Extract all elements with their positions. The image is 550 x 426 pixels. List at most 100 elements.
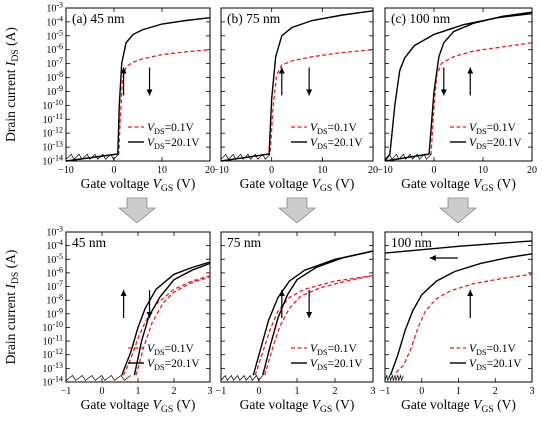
y-tick-label-exp: -11: [53, 112, 63, 121]
legend-label-solid-part3: =20.1V: [487, 358, 523, 370]
x-tick-label: 0: [112, 165, 117, 176]
x-tick-label: 0: [432, 165, 437, 176]
legend-label-solid: VDS=20.1V: [147, 358, 200, 372]
legend-label-solid: VDS=20.1V: [469, 137, 522, 151]
noise-floor: [384, 153, 432, 160]
x-tick-label: 0: [100, 386, 105, 397]
y-tick-label: 10-8: [46, 293, 63, 307]
y-tick-label: 10-14: [42, 375, 63, 389]
x-tick-label: −1: [61, 386, 72, 397]
y-tick-label-base: 10: [46, 228, 56, 239]
hysteresis-arrowhead-up: [467, 290, 474, 296]
y-tick-label-base: 10: [43, 337, 53, 348]
transition-arrow-3: [438, 197, 478, 224]
noise-floor: [384, 374, 404, 382]
y-tick-label: 10-13: [42, 140, 63, 154]
y-tick-label: 10-5: [46, 28, 63, 42]
legend-label-solid-part3: =20.1V: [328, 358, 364, 370]
y-tick-label-exp: -9: [56, 306, 63, 315]
transition-arrow-1: [117, 197, 157, 224]
x-tick-label: 3: [530, 386, 535, 397]
x-tick-label: 2: [493, 386, 498, 397]
y-tick-label-base: 10: [42, 157, 52, 168]
x-axis-label: Gate voltage VGS (V): [401, 176, 516, 194]
y-tick-label-exp: -3: [56, 1, 63, 10]
x-axis-label-part0: Gate voltage: [81, 397, 153, 412]
hysteresis-arrowhead-left: [429, 255, 436, 261]
x-axis-label: Gate voltage VGS (V): [81, 397, 196, 415]
x-axis-label-part2: GS: [481, 183, 493, 194]
y-tick-label: 10-12: [42, 347, 63, 361]
y-tick-label: 10-9: [46, 84, 63, 98]
series-line-vds-20.1-1: [389, 253, 533, 376]
x-axis-label-part3: (V): [332, 176, 354, 191]
x-tick-label: 3: [208, 386, 213, 397]
y-tick-label-exp: -7: [56, 56, 63, 65]
series-line-vds-0.1-0: [65, 49, 211, 162]
legend-label-dashed-part1: V: [310, 122, 319, 134]
y-tick-label: 10-4: [46, 238, 63, 252]
y-axis-label-top: Drain current IDS (A): [3, 27, 21, 142]
y-tick-label-exp: -3: [56, 225, 63, 234]
y-tick-label: 10-10: [42, 320, 63, 334]
y-tick-label-exp: -6: [56, 265, 63, 274]
plot-frame: [220, 7, 374, 162]
y-tick-label-exp: -10: [52, 98, 63, 107]
hysteresis-arrowhead-up: [120, 290, 127, 296]
y-tick-label-base: 10: [42, 129, 52, 140]
series-line-vds-20.1-2: [384, 12, 533, 162]
legend-label-solid: VDS=20.1V: [147, 137, 200, 151]
panel-label: (b) 75 nm: [227, 11, 281, 26]
x-axis-label-part2: GS: [320, 183, 332, 194]
y-tick-label-base: 10: [46, 241, 56, 252]
panel-3: −10 0 10 20(c) 100 nmVDS=0.1VVDS=20.1VGate …: [377, 7, 537, 194]
x-tick-label: 20: [205, 165, 215, 176]
y-tick-label-exp: -14: [52, 154, 63, 163]
y-tick-label-exp: -8: [56, 70, 63, 79]
legend-label-dashed: VDS=0.1V: [310, 122, 357, 136]
x-tick-label: 0: [269, 165, 274, 176]
panel-label: (c) 100 nm: [391, 11, 451, 26]
y-tick-label: 10-11: [43, 112, 63, 126]
x-axis-label-part1: V: [153, 397, 163, 412]
legend-label-solid-part3: =20.1V: [165, 358, 201, 370]
y-tick-label-base: 10: [46, 87, 56, 98]
y-tick-label-exp: -13: [52, 361, 63, 370]
legend-label-solid-part2: DS: [476, 142, 487, 151]
legend-label-solid-part1: V: [469, 137, 478, 149]
x-axis-label-part1: V: [312, 176, 322, 191]
legend-label-solid-part2: DS: [154, 363, 165, 372]
y-tick-label: 10-6: [46, 42, 63, 56]
legend-label-dashed-part3: =0.1V: [328, 343, 358, 355]
y-tick-label-base: 10: [43, 115, 53, 126]
x-tick-label: 10: [157, 165, 167, 176]
series-line-vds-0.1-2: [264, 274, 374, 376]
y-axis-label-bottom: Drain current IDS (A): [3, 250, 21, 365]
y-tick-label-exp: -9: [56, 84, 63, 93]
legend-label-solid-part1: V: [469, 358, 478, 370]
legend-label-solid-part1: V: [147, 137, 156, 149]
legend-label-dashed: VDS=0.1V: [310, 343, 357, 357]
y-tick-label-base: 10: [42, 143, 52, 154]
x-tick-label: 0: [257, 386, 262, 397]
x-axis-label-part2: GS: [161, 183, 173, 194]
y-tick-label-base: 10: [46, 309, 56, 320]
y-tick-label-exp: -14: [52, 375, 63, 384]
y-tick-label-exp: -12: [52, 126, 63, 135]
x-tick-label: 10: [317, 165, 327, 176]
x-axis-label-part3: (V): [173, 397, 195, 412]
x-axis-label-part3: (V): [494, 397, 516, 412]
x-axis-label-part0: Gate voltage: [401, 176, 473, 191]
x-axis-label-part1: V: [312, 397, 322, 412]
x-axis-label: Gate voltage VGS (V): [240, 397, 355, 415]
legend-label-solid-part3: =20.1V: [165, 137, 201, 149]
y-tick-label-base: 10: [42, 364, 52, 375]
hysteresis-arrowhead-down: [306, 312, 313, 318]
x-axis-label-part0: Gate voltage: [240, 397, 312, 412]
series-line-vds-20.1-3: [262, 250, 374, 376]
x-axis-label: Gate voltage VGS (V): [81, 176, 196, 194]
legend-label-solid-part1: V: [310, 137, 319, 149]
legend-label-dashed-part2: DS: [476, 127, 487, 136]
